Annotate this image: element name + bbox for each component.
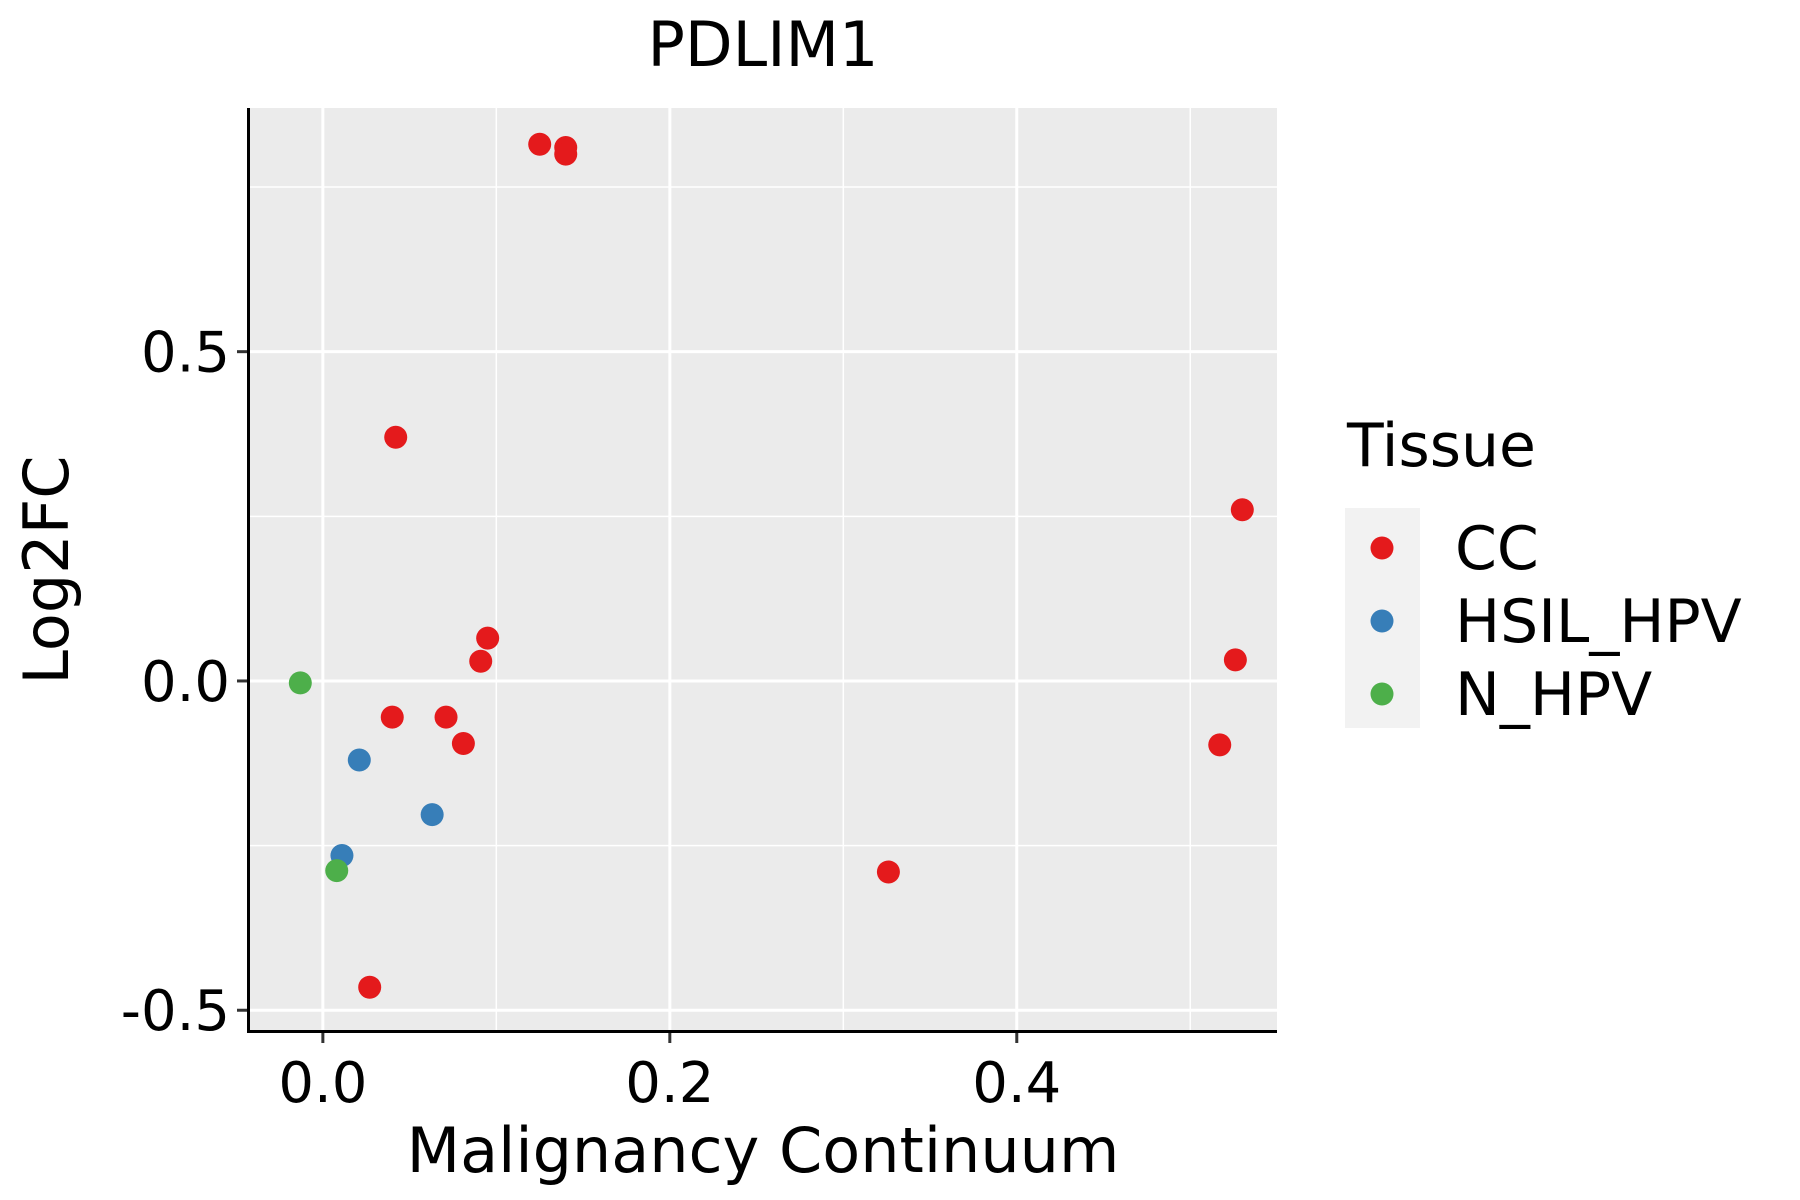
data-point-cc [469,649,493,673]
y-axis-title: Log2FC [10,455,83,684]
data-point-n-hpv [288,671,312,695]
data-point-cc [380,705,404,729]
data-point-cc [476,626,500,650]
y-tick-label: 0.0 [141,650,230,715]
legend-label: CC [1455,514,1539,584]
legend-label: N_HPV [1455,660,1652,730]
data-point-hsil-hpv [420,803,444,827]
major-gridlines [250,108,1277,1030]
x-tick-label: 0.0 [278,1051,367,1116]
data-point-cc [876,860,900,884]
data-point-cc [1223,648,1247,672]
legend-key-hsil-hpv [1370,609,1394,633]
x-tick-label: 0.2 [625,1051,714,1116]
x-tick-label: 0.4 [972,1051,1061,1116]
legend-key-n-hpv [1370,682,1394,706]
plot-panel [250,108,1277,1030]
legend-key-cc [1370,536,1394,560]
data-point-cc [1230,498,1254,522]
data-point-cc [554,142,578,166]
data-point-n-hpv [325,859,349,883]
data-point-cc [1208,733,1232,757]
data-point-cc [528,132,552,156]
minor-gridlines [250,108,1277,1030]
data-point-cc [434,705,458,729]
data-point-cc [384,425,408,449]
y-axis-ticks: -0.5 0.0 0.5 [121,321,247,1044]
data-point-cc [358,975,382,999]
chart-title: PDLIM1 [648,8,879,81]
legend-title: Tissue [1346,411,1536,481]
x-axis-title: Malignancy Continuum [407,1114,1120,1187]
data-point-cc [451,732,475,756]
data-points [288,132,1254,999]
y-tick-label: 0.5 [141,321,230,386]
x-axis-ticks: 0.0 0.2 0.4 [278,1033,1061,1116]
y-tick-label: -0.5 [121,979,230,1044]
legend-label: HSIL_HPV [1455,587,1742,657]
data-point-hsil-hpv [347,748,371,772]
